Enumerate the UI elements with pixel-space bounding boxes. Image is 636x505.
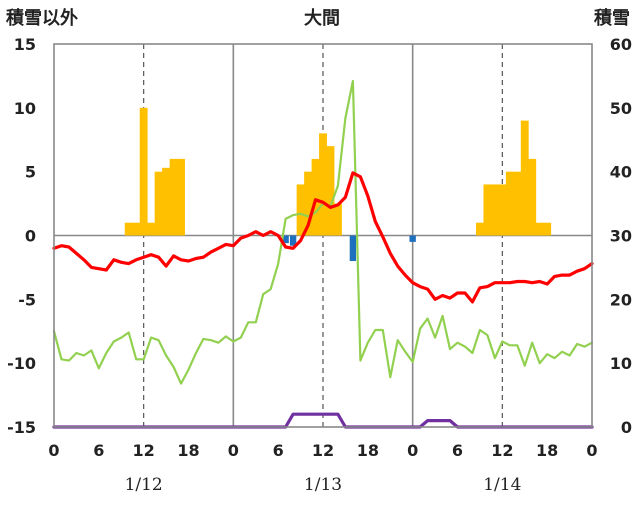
- y-tick-left: -5: [18, 290, 36, 309]
- precip-bar: [296, 184, 305, 236]
- precip-bar: [304, 171, 312, 236]
- x-tick: 18: [177, 441, 199, 460]
- y-tick-right: 30: [610, 227, 632, 246]
- x-tick: 12: [312, 441, 334, 460]
- precip-bar: [319, 133, 327, 236]
- precip-bar: [490, 184, 499, 236]
- blue-bar: [349, 235, 357, 262]
- right-axis-title: 積雪: [593, 7, 630, 29]
- bar-layer: [124, 107, 552, 262]
- precip-bar: [147, 222, 156, 236]
- precip-bar: [520, 120, 529, 236]
- y-tick-right: 20: [610, 290, 632, 309]
- chart-title: 大間: [304, 7, 340, 29]
- x-tick: 18: [357, 441, 379, 460]
- precip-bar: [483, 184, 492, 236]
- x-tick: 0: [228, 441, 239, 460]
- series-line-temperature: [52, 171, 594, 304]
- y-tick-right: 50: [610, 99, 632, 118]
- y-tick-right: 0: [621, 418, 632, 437]
- y-tick-left: 0: [25, 227, 36, 246]
- x-tick: 12: [491, 441, 513, 460]
- precip-bar: [177, 158, 185, 236]
- precip-bar: [513, 171, 522, 236]
- date-label: 1/13: [304, 475, 342, 495]
- x-tick: 0: [407, 441, 418, 460]
- date-label: 1/12: [125, 475, 163, 495]
- precip-bar: [139, 107, 148, 236]
- plot-frame: [53, 43, 593, 428]
- precip-bar: [334, 203, 342, 236]
- blue-bar: [289, 235, 297, 246]
- precip-bar: [535, 222, 544, 236]
- precip-bar: [505, 171, 514, 236]
- x-tick: 12: [133, 441, 155, 460]
- blue-bar: [409, 235, 416, 242]
- x-tick: 6: [93, 441, 104, 460]
- x-tick: 6: [273, 441, 284, 460]
- precip-bar: [169, 158, 178, 236]
- blue-bar: [282, 235, 289, 244]
- y-tick-right: 10: [610, 354, 632, 373]
- y-tick-left: 10: [14, 99, 36, 118]
- precip-bar: [154, 171, 163, 236]
- precip-bar: [326, 146, 335, 236]
- x-tick: 0: [48, 441, 59, 460]
- precip-bar: [132, 222, 141, 236]
- precip-bar: [311, 158, 320, 236]
- precip-bar: [528, 158, 537, 236]
- precip-bar: [162, 167, 171, 236]
- axis-layer: [53, 43, 593, 428]
- left-axis-title: 積雪以外: [5, 7, 78, 29]
- y-tick-left: 5: [25, 163, 36, 182]
- x-tick: 6: [452, 441, 463, 460]
- y-tick-right: 60: [610, 35, 632, 54]
- y-tick-left: -15: [7, 418, 36, 437]
- x-tick: 0: [586, 441, 597, 460]
- date-label: 1/14: [483, 475, 521, 495]
- precip-bar: [124, 222, 133, 236]
- x-tick: 18: [536, 441, 558, 460]
- y-tick-right: 40: [610, 163, 632, 182]
- precip-bar: [475, 222, 484, 236]
- precip-bar: [543, 222, 552, 236]
- y-tick-left: -10: [7, 354, 36, 373]
- precip-bar: [498, 184, 507, 236]
- y-tick-left: 15: [14, 35, 36, 54]
